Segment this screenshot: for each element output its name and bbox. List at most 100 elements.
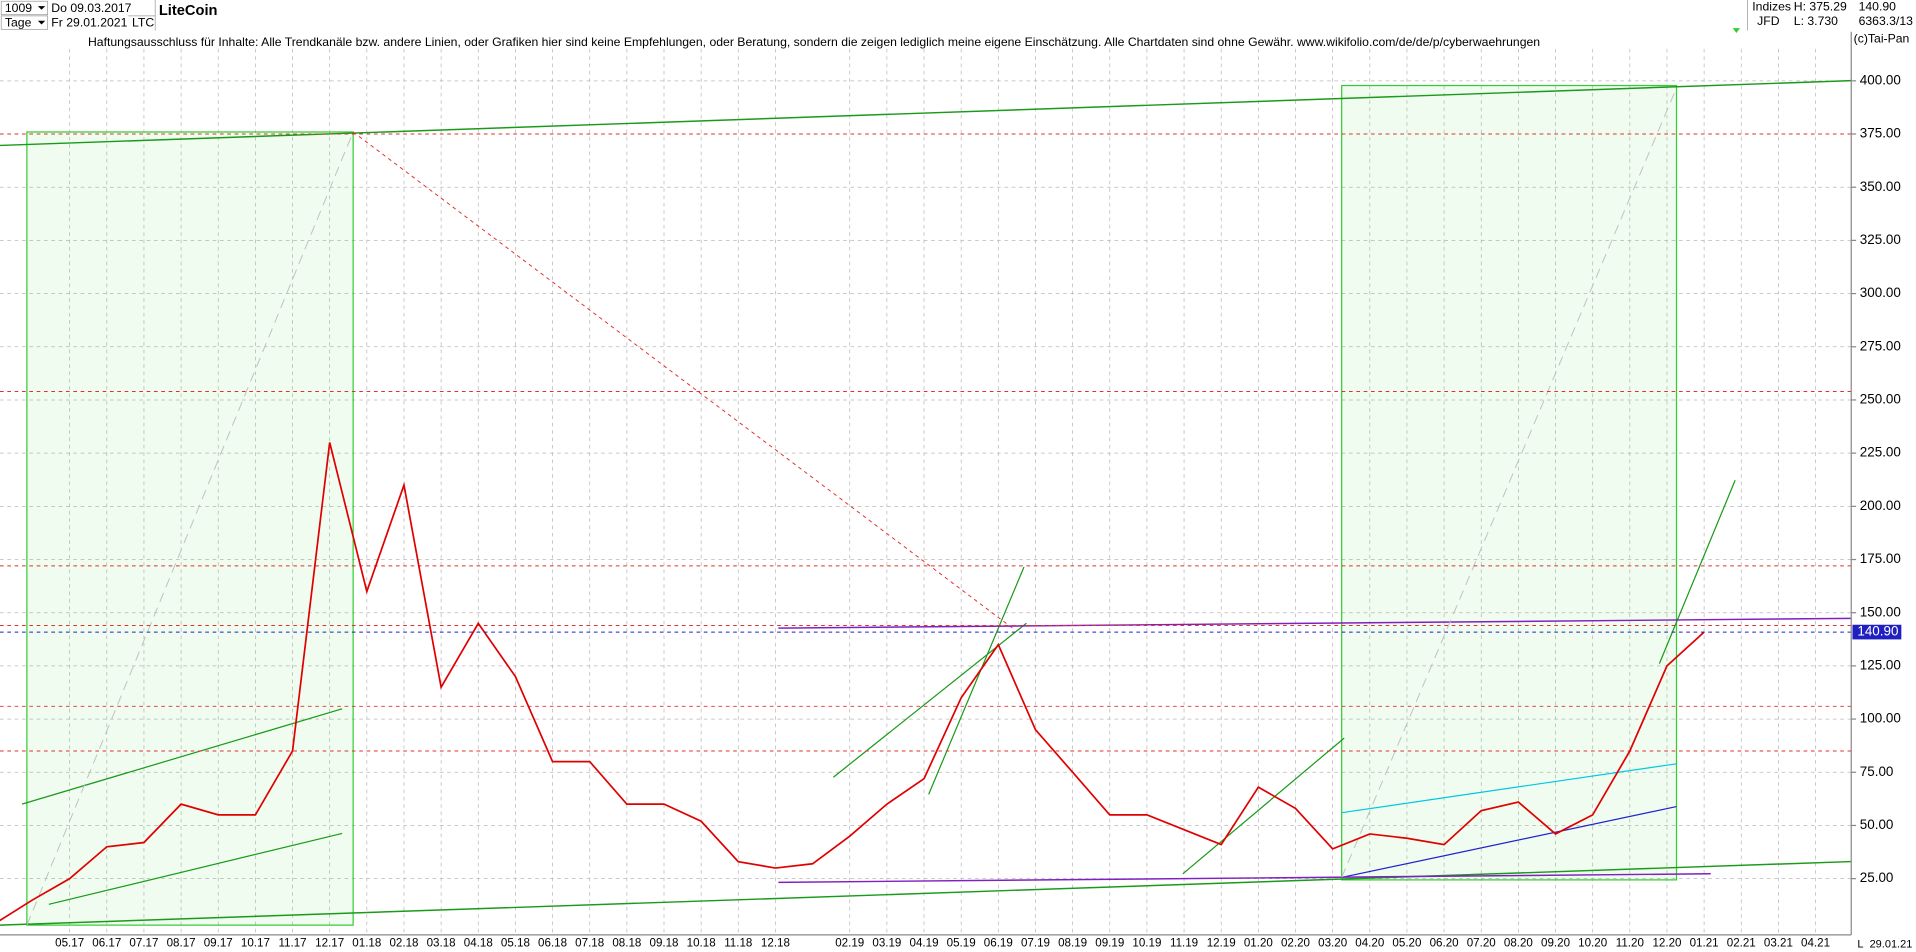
x-tick-label: 12.19 <box>1207 937 1236 950</box>
x-tick-label: 02.20 <box>1281 937 1310 950</box>
x-tick-label: 05.17 <box>55 937 84 950</box>
disclaimer: Haftungsausschluss für Inhalte: Alle Tre… <box>88 35 1540 49</box>
y-tick-label: 300.00 <box>1860 285 1901 300</box>
x-tick-label: 05.19 <box>947 937 976 950</box>
x-tick-label: 02.19 <box>835 937 864 950</box>
x-tick-label: 01.21 <box>1690 937 1719 950</box>
x-tick-label: 07.17 <box>129 937 158 950</box>
trend-line <box>1182 737 1345 875</box>
x-tick-label: 11.19 <box>1170 937 1198 950</box>
x-tick-label: 07.19 <box>1021 937 1050 950</box>
group: Indizes <box>1752 0 1791 14</box>
x-tick-label: 03.20 <box>1318 937 1347 950</box>
id-select[interactable] <box>0 0 49 16</box>
x-tick-label: 05.20 <box>1392 937 1421 950</box>
x-tick-label: 10.20 <box>1578 937 1607 950</box>
x-tick-label: 04.21 <box>1801 937 1830 950</box>
x-tick-label: 05.18 <box>501 937 530 950</box>
marker <box>1732 28 1741 33</box>
x-tick-label: 09.19 <box>1095 937 1124 950</box>
last-price-tag <box>1852 624 1902 640</box>
trend-line <box>1658 480 1736 664</box>
x-tick-label: 12.18 <box>761 937 790 950</box>
trend-line <box>352 131 1015 630</box>
y-tick-label: 200.00 <box>1860 498 1901 513</box>
copyright: (c)Tai-Pan <box>1854 31 1910 45</box>
trend-line <box>778 617 1852 629</box>
scale-mode[interactable]: L <box>1857 939 1863 951</box>
price-line <box>0 442 1705 922</box>
x-tick-label: 12.17 <box>315 937 344 950</box>
x-tick-label: 06.19 <box>984 937 1013 950</box>
x-tick-label: 04.20 <box>1355 937 1384 950</box>
x-tick-label: 08.17 <box>167 937 196 950</box>
last-price-label: 140.90 <box>1857 624 1898 639</box>
y-tick-label: 375.00 <box>1860 126 1901 141</box>
x-tick-label: 04.18 <box>464 937 493 950</box>
x-tick-label: 09.17 <box>204 937 233 950</box>
y-tick-label: 225.00 <box>1860 445 1901 460</box>
trend-line <box>0 860 1852 926</box>
y-tick-label: 400.00 <box>1860 72 1901 87</box>
y-tick-label: 275.00 <box>1860 338 1901 353</box>
y-tick-label: 25.00 <box>1860 870 1894 885</box>
x-tick-label: 10.17 <box>241 937 270 950</box>
x-tick-label: 03.21 <box>1764 937 1793 950</box>
dropdown-arrow <box>37 6 46 10</box>
count: 6363.3/13 <box>1859 14 1914 28</box>
source: JFD <box>1757 14 1780 28</box>
trend-line <box>928 566 1025 795</box>
y-tick-label: 125.00 <box>1860 657 1901 672</box>
y-tick-label: 75.00 <box>1860 764 1894 779</box>
trend-line <box>1341 763 1677 814</box>
x-tick-label: 02.21 <box>1727 937 1756 950</box>
last-price: 140.90 <box>1859 0 1897 14</box>
x-tick-label: 04.19 <box>910 937 939 950</box>
trend-line <box>832 622 1027 778</box>
x-tick-label: 12.20 <box>1652 937 1681 950</box>
x-tick-label: 11.17 <box>278 937 306 950</box>
plot <box>0 133 1852 922</box>
trend-line <box>778 873 1711 884</box>
x-tick-label: 08.20 <box>1504 937 1533 950</box>
x-tick-label: 03.18 <box>427 937 456 950</box>
x-tick-label: 10.19 <box>1132 937 1161 950</box>
trend-line <box>21 708 343 805</box>
y-tick-label: 325.00 <box>1860 232 1901 247</box>
x-tick-label: 06.17 <box>92 937 121 950</box>
x-tick-label: 07.20 <box>1467 937 1496 950</box>
x-tick-label: 08.19 <box>1058 937 1087 950</box>
end-date: 29.01.21 <box>1870 939 1913 951</box>
x-tick-label: 03.19 <box>872 937 901 950</box>
low: L: 3.730 <box>1794 14 1838 28</box>
y-axis-area <box>1851 0 1916 952</box>
x-tick-label: 08.18 <box>612 937 641 950</box>
dropdown-arrow <box>37 20 46 25</box>
symbol: LTC <box>132 15 154 29</box>
end-date-header: Fr 29.01.2021 <box>51 15 127 29</box>
x-tick-label: 06.18 <box>538 937 567 950</box>
header-bar <box>0 0 1916 32</box>
x-tick-label: 06.20 <box>1430 937 1459 950</box>
x-tick-label: 07.18 <box>575 937 604 950</box>
y-tick-label: 350.00 <box>1860 179 1901 194</box>
y-tick-label: 50.00 <box>1860 817 1894 832</box>
start-date: Do 09.03.2017 <box>51 1 131 15</box>
period-select[interactable] <box>0 15 49 30</box>
x-tick-label: 09.18 <box>649 937 678 950</box>
trend-line <box>0 79 1852 147</box>
high: H: 375.29 <box>1794 0 1847 14</box>
x-tick-label: 01.20 <box>1244 937 1273 950</box>
x-tick-label: 01.18 <box>352 937 381 950</box>
instrument-name: LiteCoin <box>159 3 218 19</box>
x-tick-label: 02.18 <box>389 937 418 950</box>
highlight-box <box>26 131 354 926</box>
axes: 25.00 50.00 75.00 100.00 125.00 150.00 175.00 2… <box>55 72 1902 950</box>
y-tick-label: 150.00 <box>1860 604 1901 619</box>
x-tick-label: 11.18 <box>724 937 752 950</box>
y-tick-label: 175.00 <box>1860 551 1901 566</box>
y-tick-label: 100.00 <box>1860 711 1901 726</box>
